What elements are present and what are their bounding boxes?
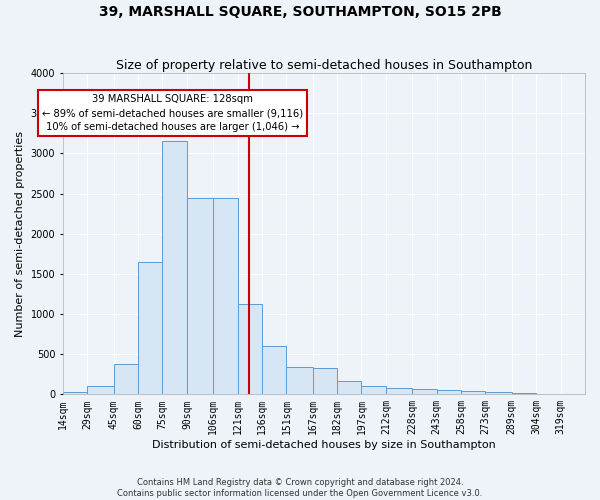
Y-axis label: Number of semi-detached properties: Number of semi-detached properties xyxy=(15,130,25,337)
Bar xyxy=(386,388,412,394)
Bar xyxy=(88,386,113,394)
Bar xyxy=(213,198,238,394)
Bar xyxy=(337,380,361,394)
Bar xyxy=(361,386,386,394)
Text: 39, MARSHALL SQUARE, SOUTHAMPTON, SO15 2PB: 39, MARSHALL SQUARE, SOUTHAMPTON, SO15 2… xyxy=(98,5,502,19)
Bar xyxy=(238,304,262,394)
Bar xyxy=(286,367,313,394)
Bar xyxy=(437,390,461,394)
Bar xyxy=(412,388,437,394)
Bar xyxy=(163,142,187,394)
Bar xyxy=(512,393,536,394)
Bar xyxy=(138,262,163,394)
X-axis label: Distribution of semi-detached houses by size in Southampton: Distribution of semi-detached houses by … xyxy=(152,440,496,450)
Bar xyxy=(313,368,337,394)
Bar xyxy=(187,198,213,394)
Text: 39 MARSHALL SQUARE: 128sqm
← 89% of semi-detached houses are smaller (9,116)
10%: 39 MARSHALL SQUARE: 128sqm ← 89% of semi… xyxy=(42,94,303,132)
Text: Contains HM Land Registry data © Crown copyright and database right 2024.
Contai: Contains HM Land Registry data © Crown c… xyxy=(118,478,482,498)
Bar xyxy=(113,364,138,394)
Bar xyxy=(63,392,88,394)
Bar xyxy=(485,392,512,394)
Title: Size of property relative to semi-detached houses in Southampton: Size of property relative to semi-detach… xyxy=(116,59,532,72)
Bar xyxy=(262,346,286,395)
Bar xyxy=(461,391,485,394)
